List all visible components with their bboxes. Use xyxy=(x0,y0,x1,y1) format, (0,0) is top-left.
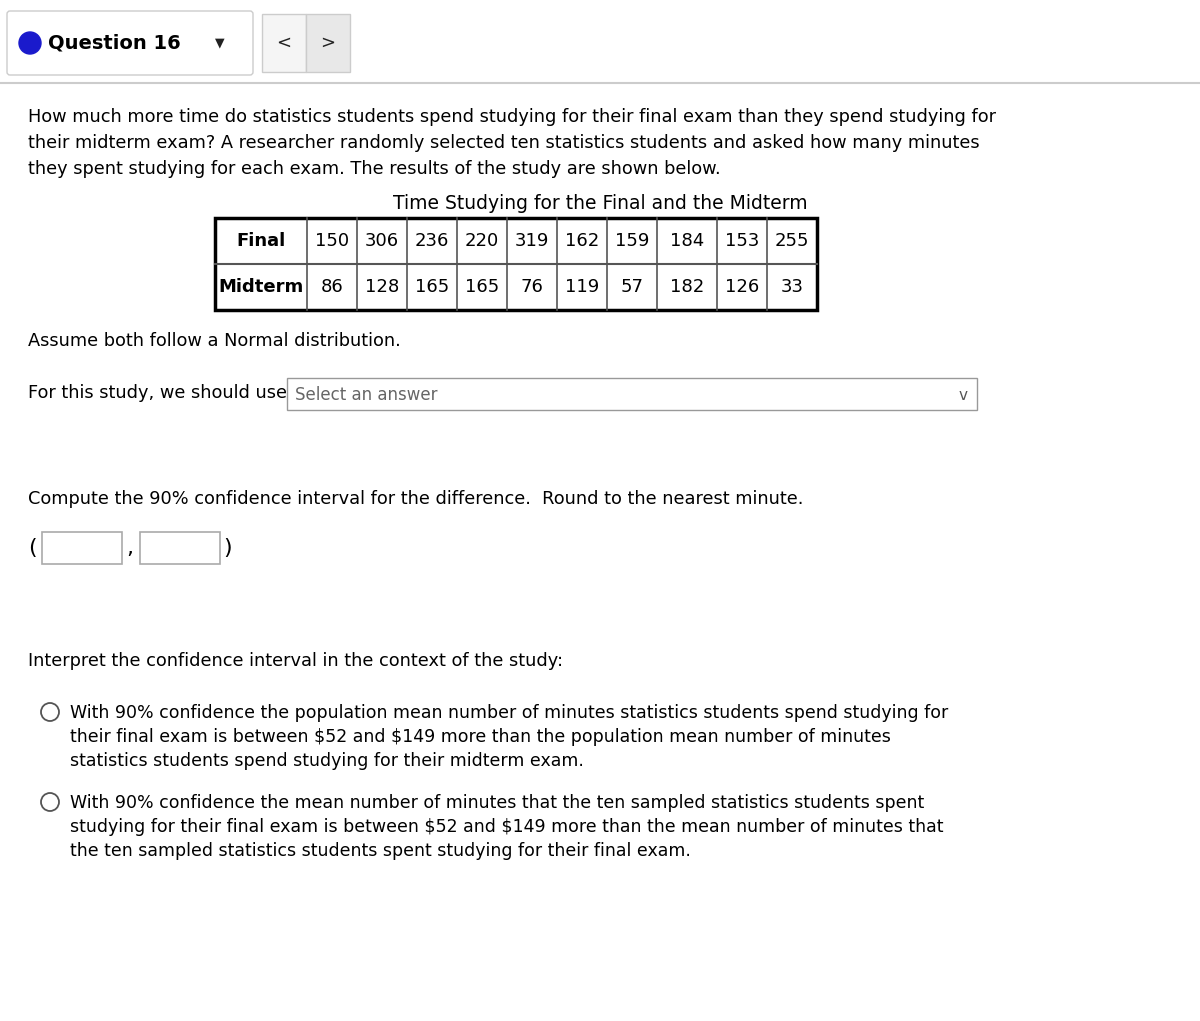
Bar xyxy=(262,14,306,72)
Text: 182: 182 xyxy=(670,278,704,296)
Text: With 90% confidence the population mean number of minutes statistics students sp: With 90% confidence the population mean … xyxy=(70,704,948,722)
Text: 255: 255 xyxy=(775,232,809,250)
Bar xyxy=(0,0,1200,82)
Text: Midterm: Midterm xyxy=(218,278,304,296)
Text: With 90% confidence the mean number of minutes that the ten sampled statistics s: With 90% confidence the mean number of m… xyxy=(70,794,924,812)
Text: Final: Final xyxy=(236,232,286,250)
Text: the ten sampled statistics students spent studying for their final exam.: the ten sampled statistics students spen… xyxy=(70,842,691,860)
Text: Question 16: Question 16 xyxy=(48,34,181,52)
Text: 153: 153 xyxy=(725,232,760,250)
Text: 306: 306 xyxy=(365,232,400,250)
Text: Compute the 90% confidence interval for the difference.  Round to the nearest mi: Compute the 90% confidence interval for … xyxy=(28,490,803,508)
Text: studying for their final exam is between \$52 and \$149 more than the mean numbe: studying for their final exam is between… xyxy=(70,818,943,836)
Text: Time Studying for the Final and the Midterm: Time Studying for the Final and the Midt… xyxy=(392,194,808,213)
Bar xyxy=(287,378,977,410)
Text: 119: 119 xyxy=(565,278,599,296)
Circle shape xyxy=(41,793,59,811)
Bar xyxy=(215,218,817,310)
Text: 220: 220 xyxy=(464,232,499,250)
Text: 236: 236 xyxy=(415,232,449,250)
Text: they spent studying for each exam. The results of the study are shown below.: they spent studying for each exam. The r… xyxy=(28,160,721,178)
Circle shape xyxy=(19,32,41,54)
Text: their midterm exam? A researcher randomly selected ten statistics students and a: their midterm exam? A researcher randoml… xyxy=(28,134,979,152)
Text: 150: 150 xyxy=(314,232,349,250)
Text: Assume both follow a Normal distribution.: Assume both follow a Normal distribution… xyxy=(28,332,401,350)
Text: <: < xyxy=(276,34,292,52)
Text: their final exam is between \$52 and \$149 more than the population mean number : their final exam is between \$52 and \$1… xyxy=(70,728,890,746)
Text: 165: 165 xyxy=(415,278,449,296)
Text: 33: 33 xyxy=(780,278,804,296)
Text: 165: 165 xyxy=(464,278,499,296)
Text: 126: 126 xyxy=(725,278,760,296)
Text: 57: 57 xyxy=(620,278,643,296)
Bar xyxy=(306,14,350,72)
FancyBboxPatch shape xyxy=(7,11,253,75)
Text: ): ) xyxy=(223,538,232,558)
Text: For this study, we should use: For this study, we should use xyxy=(28,384,287,402)
Text: 319: 319 xyxy=(515,232,550,250)
Text: statistics students spend studying for their midterm exam.: statistics students spend studying for t… xyxy=(70,752,584,770)
Text: ▼: ▼ xyxy=(215,37,224,49)
Text: Interpret the confidence interval in the context of the study:: Interpret the confidence interval in the… xyxy=(28,652,563,670)
Text: 86: 86 xyxy=(320,278,343,296)
Text: ,: , xyxy=(126,538,133,558)
Text: >: > xyxy=(320,34,336,52)
Text: 162: 162 xyxy=(565,232,599,250)
Text: 128: 128 xyxy=(365,278,400,296)
Bar xyxy=(140,532,220,564)
Bar xyxy=(42,532,122,564)
Text: 184: 184 xyxy=(670,232,704,250)
Text: (: ( xyxy=(28,538,37,558)
Text: How much more time do statistics students spend studying for their final exam th: How much more time do statistics student… xyxy=(28,108,996,126)
Text: 159: 159 xyxy=(614,232,649,250)
Text: Select an answer: Select an answer xyxy=(295,386,438,404)
Text: 76: 76 xyxy=(521,278,544,296)
Text: v: v xyxy=(959,388,967,402)
Circle shape xyxy=(41,703,59,721)
